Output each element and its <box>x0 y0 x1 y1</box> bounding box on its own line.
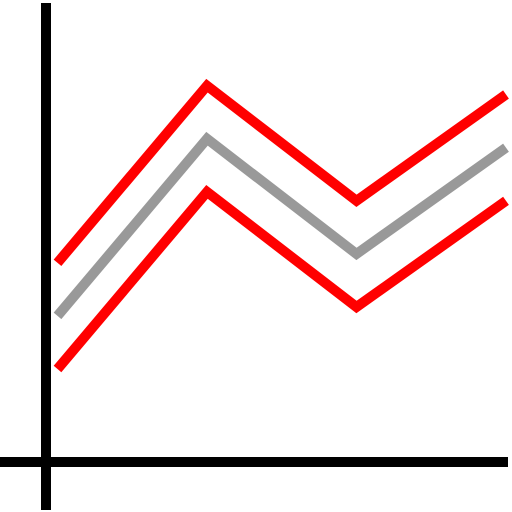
series-line-3 <box>53 185 509 373</box>
series-layer <box>53 78 509 373</box>
series-line-1 <box>53 78 509 267</box>
series-line-2 <box>53 131 509 320</box>
